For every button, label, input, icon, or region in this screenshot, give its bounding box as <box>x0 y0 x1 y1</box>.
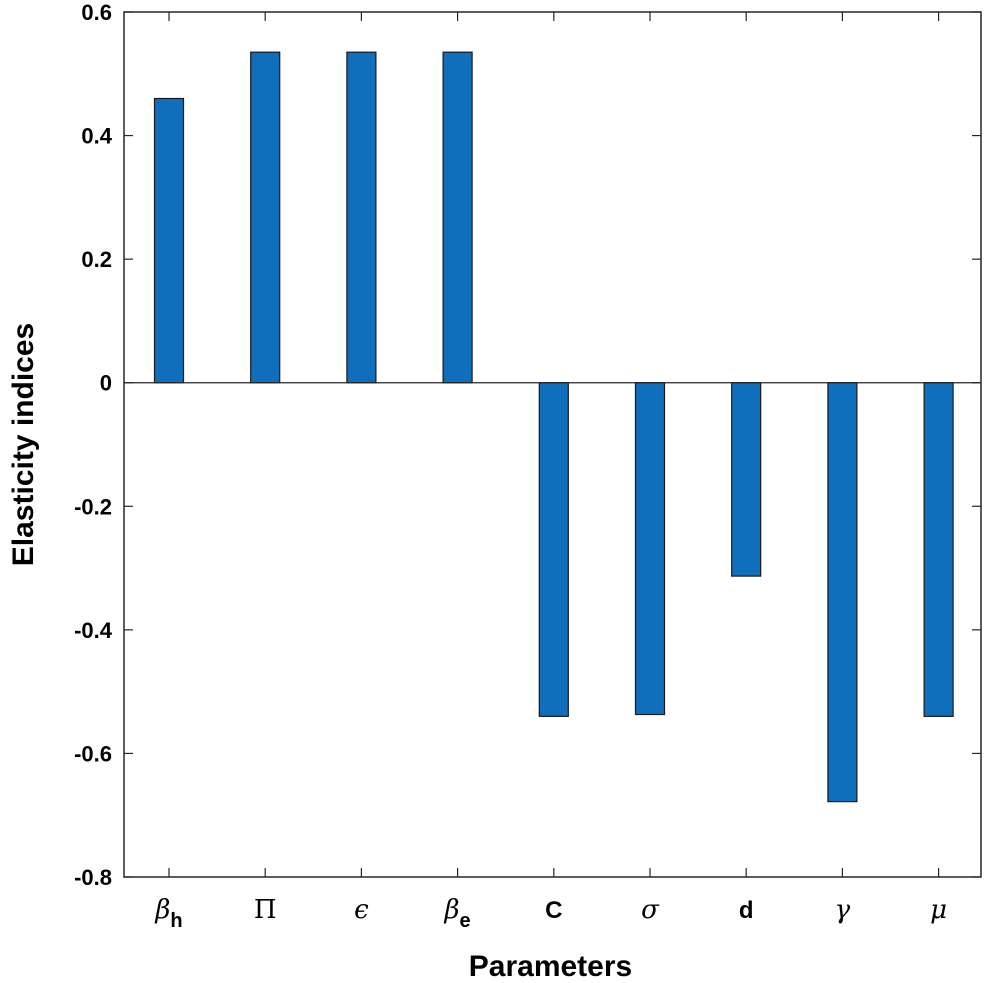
bar <box>538 382 569 717</box>
x-category-symbol: β <box>154 895 170 925</box>
x-category-symbol: Π <box>254 895 277 925</box>
y-tick-label: 0.6 <box>81 0 112 25</box>
x-category-label: σ <box>641 895 660 925</box>
y-tick-label: 0 <box>100 371 112 396</box>
x-category-label: C <box>545 897 562 924</box>
bar <box>634 382 666 716</box>
x-category-symbol: C <box>545 897 562 924</box>
bar <box>731 382 762 577</box>
y-tick-label: -0.6 <box>74 741 112 766</box>
x-axis-title: Parameters <box>469 950 632 983</box>
bar <box>153 97 185 384</box>
y-axis-ticks: 0.6 0.4 0.2 0 -0.2 -0.4 -0.6 -0.8 <box>74 0 981 890</box>
x-category-symbol: γ <box>835 895 851 925</box>
y-tick-label: 0.2 <box>81 247 112 272</box>
x-category-subscript: e <box>460 910 471 932</box>
y-axis-title: Elasticity indices <box>7 323 40 566</box>
bar <box>827 382 858 803</box>
bar <box>250 51 281 384</box>
x-category-subscript: h <box>170 910 182 932</box>
y-tick-label: -0.8 <box>74 865 112 890</box>
x-category-symbol: d <box>739 897 754 924</box>
plot-area-frame <box>123 11 982 878</box>
x-category-label: βe <box>444 895 471 932</box>
x-category-label: γ <box>835 895 851 925</box>
x-category-symbol: μ <box>930 895 947 925</box>
x-category-label: Π <box>254 895 277 925</box>
x-category-label: μ <box>930 895 947 925</box>
y-tick-label: -0.2 <box>74 494 112 519</box>
x-category-symbol: ϵ <box>354 895 369 925</box>
y-tick-label: -0.4 <box>74 618 113 643</box>
bar <box>442 51 473 384</box>
bars-group <box>153 51 954 803</box>
x-category-label: ϵ <box>354 895 369 925</box>
y-tick-label: 0.4 <box>81 124 112 149</box>
x-category-label: βh <box>154 895 182 932</box>
x-category-label: d <box>739 897 754 924</box>
x-category-symbol: σ <box>641 895 660 925</box>
bar <box>923 382 954 717</box>
x-category-symbol: β <box>444 895 460 925</box>
bar <box>346 51 377 384</box>
